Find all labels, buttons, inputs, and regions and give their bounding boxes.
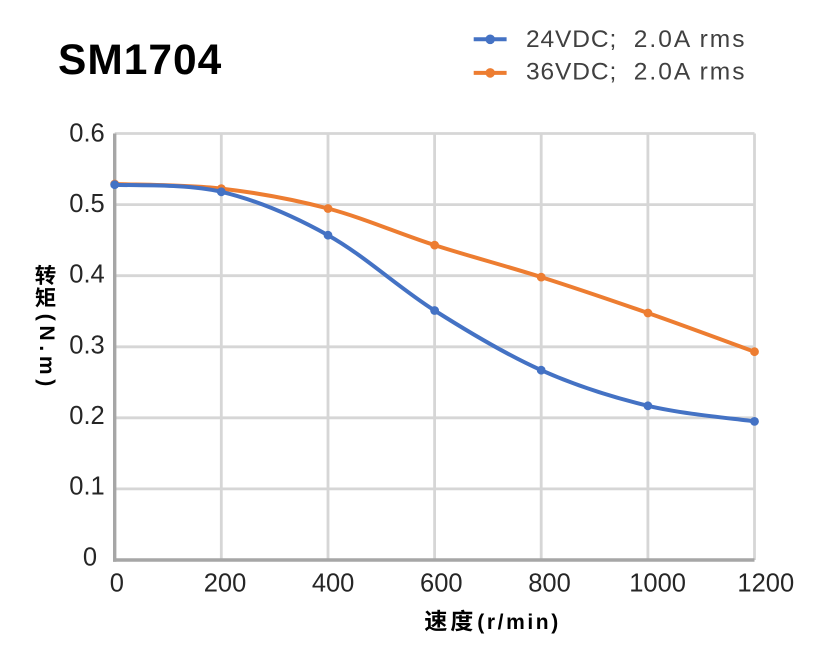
svg-text:0.1: 0.1	[69, 473, 104, 501]
svg-text:200: 200	[204, 570, 247, 598]
svg-text:0: 0	[110, 570, 124, 598]
svg-text:600: 600	[420, 570, 463, 598]
svg-text:0.2: 0.2	[69, 402, 104, 430]
svg-text:0: 0	[83, 543, 97, 571]
svg-text:2.0A rms: 2.0A rms	[634, 26, 747, 53]
svg-text:0.5: 0.5	[69, 190, 104, 218]
svg-text:400: 400	[312, 570, 355, 598]
svg-text:800: 800	[528, 570, 571, 598]
svg-text:0.4: 0.4	[69, 261, 104, 289]
svg-text:24VDC;: 24VDC;	[526, 26, 617, 53]
svg-text:36VDC;: 36VDC;	[526, 58, 617, 85]
svg-text:SM1704: SM1704	[58, 37, 222, 84]
svg-text:1200: 1200	[737, 570, 794, 598]
svg-text:(r/min): (r/min)	[477, 611, 561, 634]
svg-text:(N.m): (N.m)	[35, 314, 58, 391]
svg-text:2.0A rms: 2.0A rms	[634, 58, 747, 85]
svg-text:1000: 1000	[629, 570, 686, 598]
svg-text:0.6: 0.6	[69, 119, 104, 147]
svg-text:0.3: 0.3	[69, 331, 104, 359]
